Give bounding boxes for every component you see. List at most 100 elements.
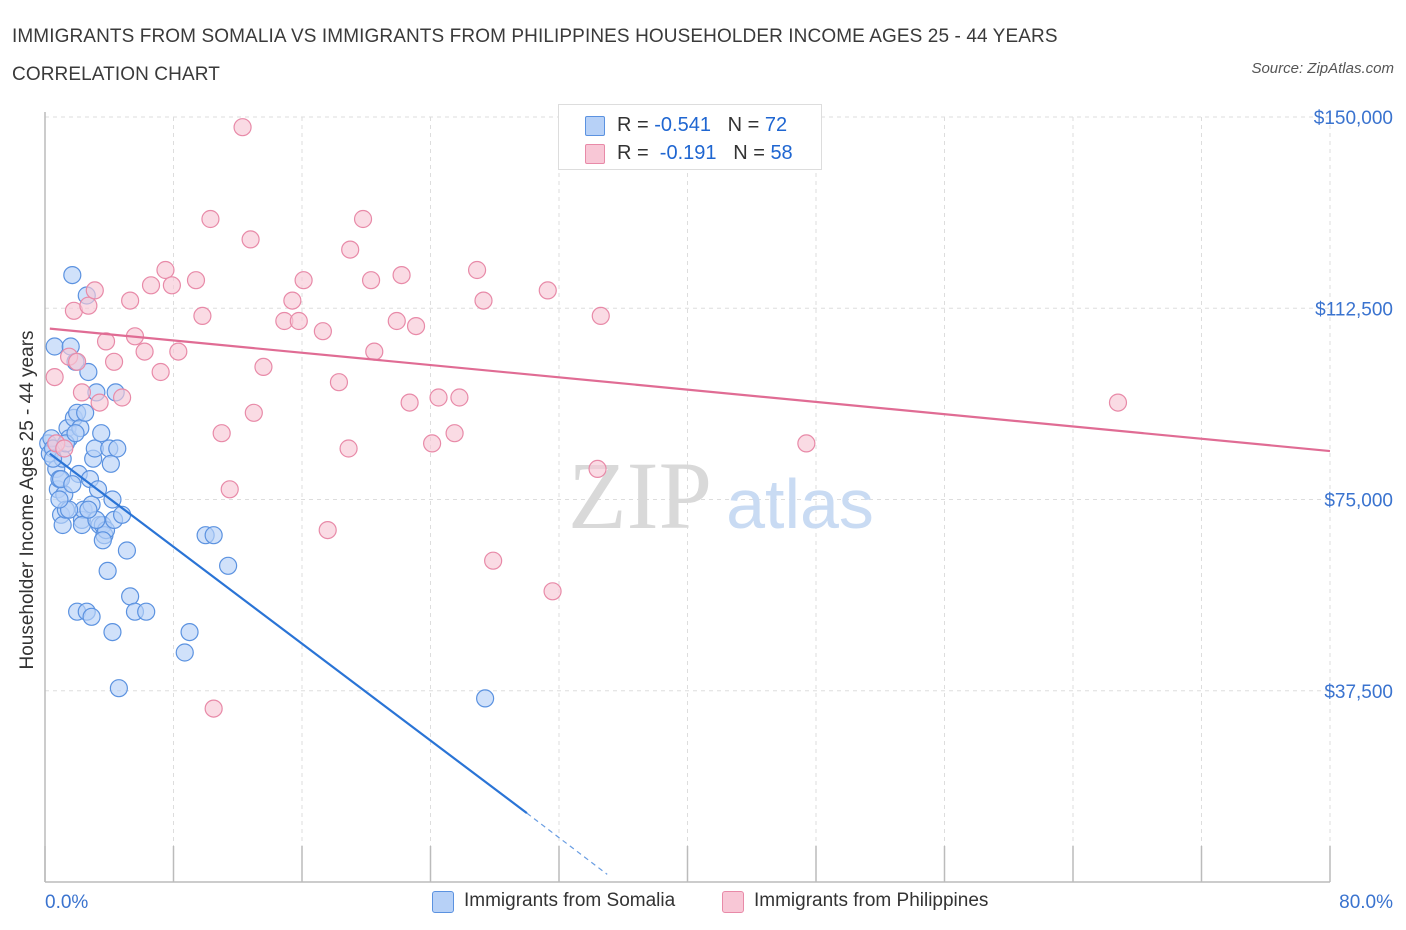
philippines-point bbox=[474, 291, 493, 310]
somalia-swatch bbox=[585, 116, 605, 136]
somalia-point bbox=[137, 602, 156, 621]
somalia-trend-extension bbox=[526, 812, 608, 875]
y-tick-label: $37,500 bbox=[1324, 682, 1393, 703]
philippines-point bbox=[79, 296, 98, 315]
philippines-point bbox=[121, 291, 140, 310]
r-label: R = bbox=[617, 142, 655, 164]
somalia-point bbox=[117, 541, 137, 560]
r-value-somalia: -0.541 bbox=[654, 114, 711, 136]
trend-layer bbox=[49, 327, 1331, 875]
philippines-point bbox=[400, 393, 419, 412]
philippines-point bbox=[45, 368, 64, 387]
somalia-point bbox=[109, 679, 128, 698]
philippines-point bbox=[220, 480, 239, 499]
chart-title: IMMIGRANTS FROM SOMALIA VS IMMIGRANTS FR… bbox=[12, 26, 1058, 85]
somalia-point bbox=[204, 526, 223, 545]
philippines-point bbox=[797, 434, 816, 453]
somalia-point bbox=[79, 500, 98, 519]
somalia-point bbox=[121, 587, 140, 606]
r-label: R = bbox=[617, 114, 655, 136]
philippines-point bbox=[141, 276, 161, 295]
philippines-point bbox=[294, 271, 313, 290]
philippines-point bbox=[353, 209, 373, 229]
y-tick-label: $112,500 bbox=[1315, 299, 1393, 320]
philippines-point bbox=[68, 352, 87, 371]
legend-swatch-philippines bbox=[722, 891, 744, 913]
philippines-point bbox=[90, 393, 109, 412]
somalia-point bbox=[82, 607, 101, 626]
philippines-point bbox=[313, 322, 332, 341]
philippines-point bbox=[392, 266, 411, 285]
legend-label-philippines: Immigrants from Philippines bbox=[754, 890, 989, 911]
somalia-point bbox=[45, 337, 64, 356]
philippines-point bbox=[96, 332, 116, 351]
philippines-point bbox=[450, 388, 469, 407]
philippines-point bbox=[104, 352, 124, 371]
philippines-point bbox=[204, 699, 223, 718]
legend-swatch-somalia bbox=[432, 891, 454, 913]
y-tick-label: $150,000 bbox=[1314, 108, 1393, 129]
philippines-trend-line bbox=[49, 327, 1331, 453]
philippines-point bbox=[429, 388, 448, 407]
axis-layer bbox=[44, 112, 1331, 883]
philippines-point bbox=[244, 403, 263, 422]
philippines-point bbox=[169, 342, 188, 361]
somalia-trend-line bbox=[49, 452, 528, 815]
somalia-point bbox=[63, 475, 82, 494]
philippines-point bbox=[365, 342, 384, 361]
philippines-point bbox=[406, 317, 426, 336]
somalia-point bbox=[101, 454, 120, 473]
philippines-point bbox=[186, 271, 206, 290]
chart-source: Source: ZipAtlas.com bbox=[1251, 60, 1394, 77]
philippines-point bbox=[289, 311, 308, 331]
philippines-point bbox=[156, 260, 175, 280]
philippines-point bbox=[193, 306, 212, 325]
philippines-point bbox=[467, 260, 487, 280]
philippines-point bbox=[423, 434, 442, 453]
philippines-point bbox=[151, 362, 170, 382]
somalia-point bbox=[79, 362, 98, 382]
somalia-point bbox=[63, 266, 82, 285]
somalia-point bbox=[175, 643, 194, 662]
philippines-point bbox=[588, 459, 607, 478]
somalia-point bbox=[76, 403, 95, 422]
philippines-point bbox=[254, 357, 273, 376]
philippines-point bbox=[162, 276, 181, 295]
philippines-point bbox=[135, 342, 154, 361]
legend-label-somalia: Immigrants from Somalia bbox=[464, 890, 676, 911]
n-value-philippines: 58 bbox=[770, 142, 793, 164]
philippines-point bbox=[361, 271, 381, 290]
n-label: N = bbox=[733, 142, 771, 164]
philippines-point bbox=[241, 230, 260, 249]
philippines-point bbox=[85, 281, 104, 300]
label-layer: $37,500 $75,000 $112,500 $150,000 0.0% 80.0% bbox=[45, 108, 1393, 913]
philippines-point bbox=[329, 373, 349, 392]
philippines-point bbox=[445, 424, 464, 443]
philippines-point bbox=[318, 520, 337, 540]
points-layer bbox=[39, 118, 1128, 718]
philippines-point bbox=[233, 118, 252, 137]
somalia-point bbox=[476, 689, 495, 708]
philippines-point bbox=[339, 439, 358, 458]
r-value-philippines: -0.191 bbox=[654, 142, 717, 164]
watermark-atlas: atlas bbox=[726, 465, 874, 543]
philippines-point bbox=[591, 306, 610, 325]
stats-row-somalia: R = -0.541 N = 72 bbox=[585, 111, 787, 139]
somalia-point bbox=[92, 424, 111, 443]
philippines-point bbox=[1108, 393, 1128, 412]
somalia-point bbox=[98, 561, 117, 581]
philippines-point bbox=[72, 383, 92, 402]
somalia-point bbox=[50, 490, 69, 509]
somalia-point bbox=[180, 622, 199, 642]
somalia-point bbox=[53, 515, 72, 535]
philippines-swatch bbox=[585, 144, 605, 164]
somalia-point bbox=[219, 556, 238, 575]
watermark-zip: ZIP bbox=[568, 442, 712, 549]
somalia-point bbox=[103, 622, 122, 642]
x-tick-label-min: 0.0% bbox=[45, 892, 88, 913]
philippines-point bbox=[212, 424, 231, 443]
stats-box: R = -0.541 N = 72 R = -0.191 N = 58 bbox=[558, 104, 822, 170]
n-value-somalia: 72 bbox=[764, 114, 788, 136]
y-axis-label: Householder Income Ages 25 - 44 years bbox=[17, 330, 38, 670]
